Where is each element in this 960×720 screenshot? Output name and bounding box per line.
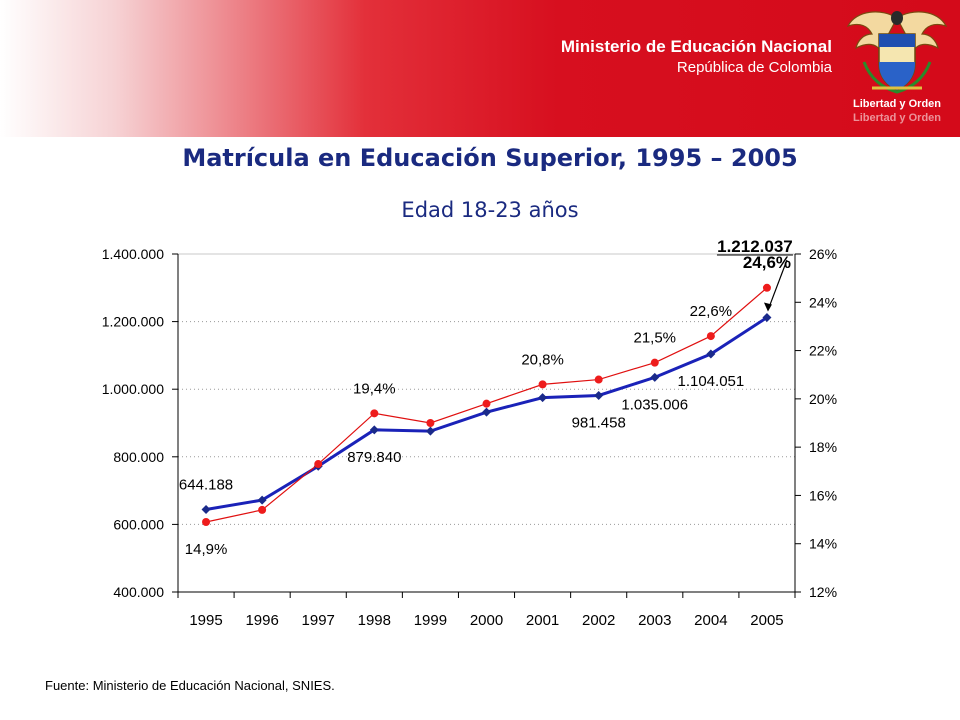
y-left-tick-label: 1.200.000	[102, 314, 164, 330]
enrollment-point	[201, 504, 211, 514]
y-left-tick-label: 1.000.000	[102, 381, 164, 397]
x-tick-label: 2003	[638, 612, 671, 629]
y-left-tick-label: 1.400.000	[102, 246, 164, 262]
y-right-tick-label: 22%	[809, 343, 837, 359]
coverage-rate-point	[538, 380, 547, 389]
coverage-rate-point	[594, 375, 603, 384]
data-label: 19,4%	[353, 380, 396, 397]
condor-shield-icon	[846, 11, 948, 94]
x-tick-label: 1999	[414, 612, 447, 629]
coat-of-arms: Libertad y Orden Libertad y Orden	[842, 4, 952, 132]
enrollment-point	[594, 390, 604, 400]
data-label: 981.458	[572, 414, 626, 431]
data-label: 1.212.037	[717, 237, 793, 256]
y-right-tick-label: 20%	[809, 391, 837, 407]
x-tick-label: 2002	[582, 612, 615, 629]
chart-title: Matrícula en Educación Superior, 1995 – …	[182, 144, 798, 172]
data-label: 20,8%	[521, 351, 564, 368]
x-tick-label: 1997	[302, 612, 335, 629]
enrollment-point	[762, 313, 772, 323]
y-left-tick-label: 400.000	[113, 584, 164, 600]
x-tick-label: 2001	[526, 612, 559, 629]
motto-text: Libertad y Orden	[852, 98, 942, 110]
coverage-rate-point	[482, 399, 491, 408]
enrollment-point	[425, 426, 435, 436]
coverage-rate-point	[202, 517, 211, 526]
data-label: 1.104.051	[677, 373, 744, 390]
x-tick-label: 1998	[358, 612, 391, 629]
y-left-tick-label: 800.000	[113, 449, 164, 465]
x-tick-label: 2000	[470, 612, 503, 629]
country-name: República de Colombia	[676, 59, 832, 76]
enrollment-chart: 400.000 600.000 800.000 1.000.000 1.200.000 1…	[102, 237, 837, 629]
data-label: 644.188	[179, 476, 233, 493]
y-left-tick-label: 600.000	[113, 516, 164, 532]
coverage-rate-point	[762, 283, 771, 292]
data-label: 1.035.006	[621, 396, 688, 413]
y-right-tick-label: 26%	[809, 246, 837, 262]
data-label: 21,5%	[633, 330, 676, 347]
coverage-rate-point	[426, 419, 435, 427]
enrollment-point	[538, 393, 548, 403]
enrollment-point	[369, 425, 379, 435]
enrollment-point	[482, 407, 491, 417]
ministry-name: Ministerio de Educación Nacional	[560, 37, 832, 56]
coverage-rate-point	[258, 505, 267, 514]
enrollment-point	[706, 349, 716, 359]
y-right-tick-label: 14%	[809, 536, 837, 552]
x-tick-label: 2005	[750, 612, 783, 629]
header-banner	[0, 0, 960, 137]
y-right-tick-label: 12%	[809, 584, 837, 600]
ministry-block: Ministerio de Educación Nacional Repúbli…	[561, 36, 832, 78]
data-label: 22,6%	[690, 303, 733, 320]
coverage-rate-point	[650, 358, 659, 367]
source-note: Fuente: Ministerio de Educación Nacional…	[45, 678, 335, 693]
x-tick-label: 2004	[694, 612, 727, 629]
callout-arrow-head	[763, 302, 772, 312]
x-tick-label: 1995	[189, 612, 222, 629]
chart-subtitle: Edad 18-23 años	[401, 198, 579, 222]
y-right-tick-label: 16%	[809, 487, 837, 503]
y-right-tick-label: 24%	[809, 294, 837, 310]
coverage-rate-point	[314, 460, 323, 469]
callout-arrow-line	[768, 259, 788, 308]
motto-text-shadow: Libertad y Orden	[852, 112, 942, 124]
enrollment-point	[650, 372, 660, 382]
enrollment-point	[257, 495, 267, 505]
data-label: 24,6%	[743, 253, 791, 272]
data-label: 14,9%	[185, 541, 228, 558]
coverage-rate-point	[370, 409, 379, 418]
x-tick-label: 1996	[245, 612, 278, 629]
y-right-tick-label: 18%	[809, 439, 837, 455]
data-label: 879.840	[347, 449, 401, 466]
coverage-rate-point	[706, 332, 715, 341]
